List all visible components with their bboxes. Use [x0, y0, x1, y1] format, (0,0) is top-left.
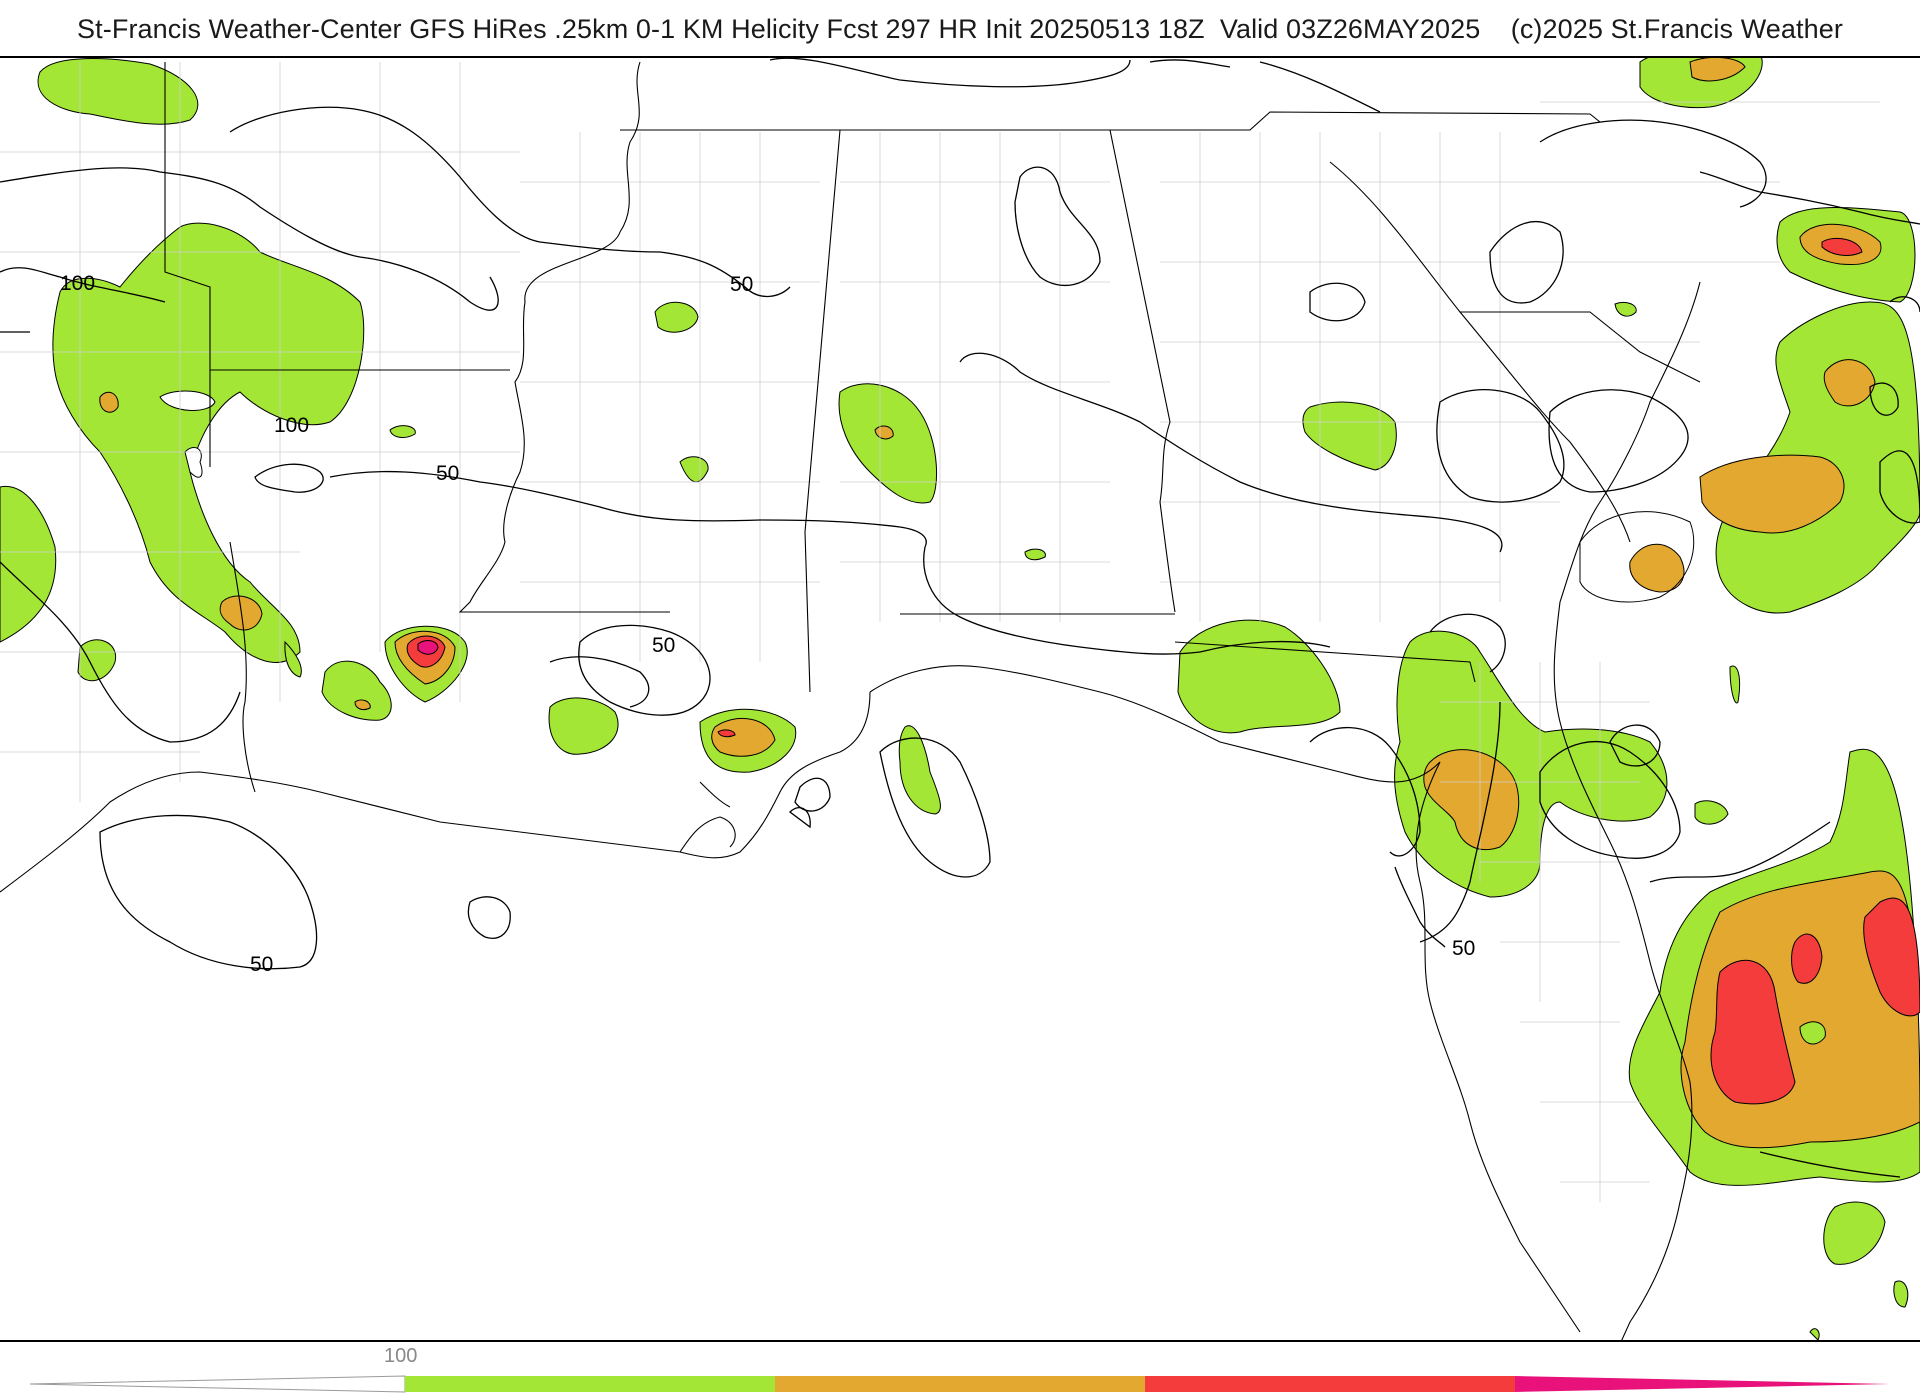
- fill-green: [389, 425, 416, 438]
- contour-label: 50: [1452, 937, 1475, 960]
- colorbar-segment-green: [405, 1376, 775, 1392]
- fill-green: [0, 486, 57, 643]
- fill-green: [37, 58, 199, 125]
- fill-orange: [1699, 454, 1845, 534]
- colorbar-segment-white: [30, 1375, 406, 1393]
- fill-orange: [1629, 543, 1685, 593]
- fill-orange: [711, 717, 776, 757]
- fill-red: [1791, 933, 1823, 984]
- map-title: St-Francis Weather-Center GFS HiRes .25k…: [77, 14, 1843, 44]
- colorbar: [30, 1375, 1890, 1393]
- contour-label: 50: [250, 953, 273, 976]
- fill-green: [679, 456, 709, 483]
- colorbar-segment-red: [1145, 1376, 1515, 1392]
- fill-magenta: [417, 640, 439, 655]
- fill-green: [1024, 548, 1046, 561]
- colorbar-tick-label: 100: [384, 1345, 418, 1367]
- fill-green: [1177, 619, 1341, 734]
- fill-green: [1893, 1280, 1909, 1308]
- helicity-map: 100 100 50 50 50 50 50: [0, 56, 1920, 1342]
- geography: [0, 61, 1880, 1340]
- contour-label: 100: [274, 414, 309, 437]
- helicity-fills: [0, 58, 1920, 1340]
- fill-green: [1694, 800, 1729, 825]
- contour-label: 50: [652, 634, 675, 657]
- contour-label: 50: [730, 273, 753, 296]
- fill-green: [548, 697, 619, 755]
- fill-green: [1729, 665, 1741, 704]
- fill-orange: [1689, 58, 1746, 82]
- fill-green: [1823, 1201, 1886, 1265]
- fill-orange: [1823, 359, 1876, 407]
- colorbar-segment-magenta: [1515, 1376, 1890, 1392]
- contour-label: 100: [60, 272, 95, 295]
- fill-orange: [99, 391, 119, 413]
- map-canvas: 100 100 50 50 50 50 50: [0, 58, 1920, 1340]
- fill-red: [717, 729, 736, 738]
- fill-red: [1821, 237, 1863, 256]
- fill-green: [321, 660, 392, 721]
- fill-green: [1809, 1328, 1820, 1340]
- colorbar-segment-orange: [775, 1376, 1145, 1392]
- fill-green: [898, 725, 941, 815]
- contour-label: 50: [436, 462, 459, 485]
- fill-green: [52, 222, 365, 663]
- fill-green: [1302, 401, 1397, 471]
- fill-red: [1710, 959, 1796, 1105]
- contour-lines: [0, 58, 1920, 1178]
- fill-orange: [354, 699, 371, 711]
- fill-green: [284, 640, 302, 678]
- fill-orange: [874, 425, 894, 440]
- fill-green: [1614, 301, 1637, 317]
- fill-green: [838, 383, 937, 504]
- fill-green: [77, 639, 117, 682]
- fill-green: [1579, 511, 1695, 603]
- contour-labels: 100 100 50 50 50 50 50: [60, 272, 1475, 976]
- fill-green: [1799, 1021, 1826, 1045]
- fill-red: [1863, 897, 1920, 1017]
- fill-green: [654, 301, 699, 333]
- fill-orange: [1423, 749, 1520, 851]
